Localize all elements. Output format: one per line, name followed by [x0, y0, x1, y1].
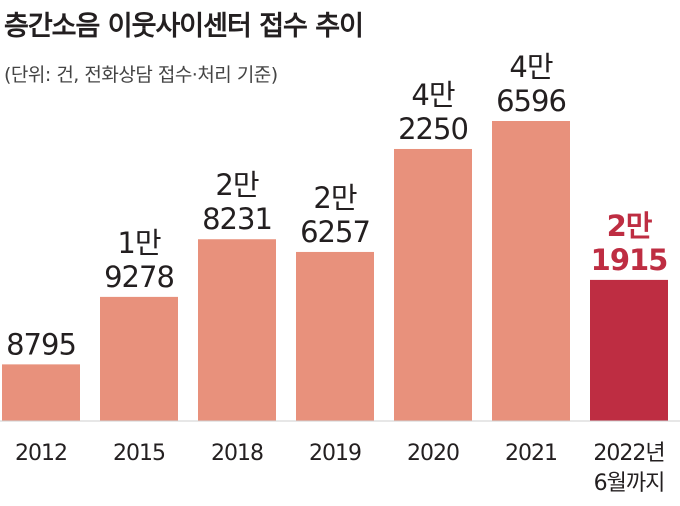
value-label-4-line1: 2250 — [398, 112, 468, 146]
value-label-2-line1: 8231 — [202, 202, 272, 236]
bar-3 — [296, 251, 374, 421]
value-label-0: 8795 — [6, 327, 76, 361]
bar-0 — [2, 364, 80, 421]
value-label-6-line1: 1915 — [591, 243, 668, 277]
x-tick-label-0: 2012 — [15, 441, 67, 466]
x-tick-label-6-line1: 6월까지 — [594, 471, 665, 496]
x-tick-label-4: 2020 — [407, 441, 459, 466]
x-tick-label-6-line0: 2022년 — [593, 441, 664, 466]
x-tick-label-2: 2018 — [211, 441, 263, 466]
value-label-3-line1: 6257 — [300, 215, 370, 249]
bar-6 — [590, 279, 668, 421]
x-tick-label-3: 2019 — [309, 441, 361, 466]
value-label-6-line0: 2만 — [607, 209, 653, 243]
x-tick-label-5: 2021 — [505, 441, 557, 466]
bar-1 — [100, 296, 178, 421]
value-label-5-line0: 4만 — [509, 50, 552, 84]
chart-subtitle: (단위: 건, 전화상담 접수·처리 기준) — [4, 64, 278, 86]
chart-title: 층간소음 이웃사이센터 접수 추이 — [4, 11, 364, 42]
value-label-1-line1: 9278 — [104, 260, 174, 294]
bar-4 — [394, 148, 472, 421]
bar-5 — [492, 121, 570, 421]
value-label-1-line0: 1만 — [117, 226, 160, 260]
value-label-5-line1: 6596 — [496, 84, 566, 118]
x-tick-label-1: 2015 — [113, 441, 165, 466]
value-label-4-line0: 4만 — [411, 78, 454, 112]
value-label-2-line0: 2만 — [215, 168, 258, 202]
bar-2 — [198, 239, 276, 421]
value-label-3-line0: 2만 — [313, 181, 356, 215]
